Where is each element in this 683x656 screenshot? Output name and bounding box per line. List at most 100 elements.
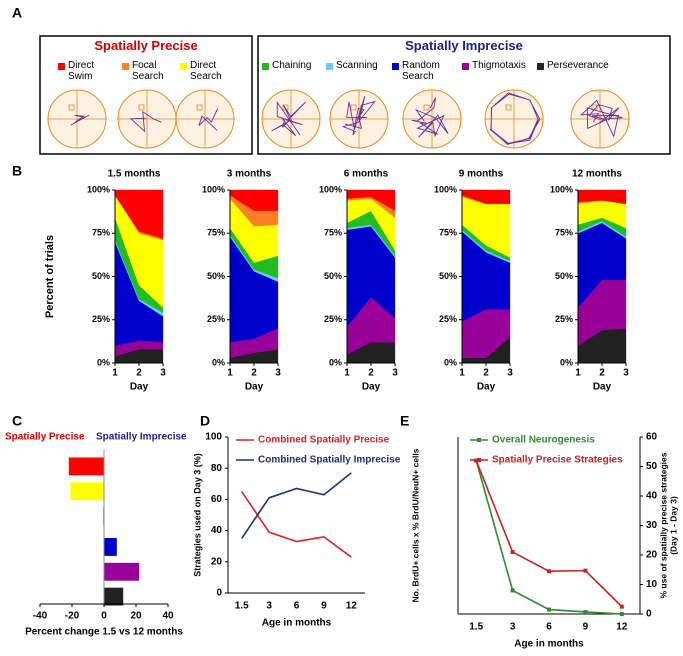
legend-label: Direct Swim — [68, 60, 95, 82]
y-tick-label: 75% — [439, 228, 457, 238]
imprecise-box — [257, 35, 671, 155]
platform — [68, 104, 75, 111]
panel-label: C — [12, 413, 22, 429]
x-tick-label: 2 — [136, 368, 142, 379]
x-tick-label: 3 — [507, 368, 513, 379]
x-tick-label: 2 — [368, 368, 374, 379]
marker — [510, 550, 515, 555]
annotation: Spatially Imprecise — [96, 432, 187, 443]
y2-tick-label: 60 — [646, 432, 658, 443]
platform — [350, 104, 357, 111]
x-tick-label: 1 — [112, 368, 118, 379]
y-tick-label: 75% — [324, 228, 342, 238]
legend-marker — [477, 458, 481, 462]
y2-tick-label: 10 — [646, 579, 658, 590]
swim-path — [489, 92, 541, 145]
y-tick-label: 100% — [87, 184, 110, 194]
legend-swatch — [392, 63, 399, 70]
y-tick-label: 25% — [555, 314, 573, 324]
x-axis-title: Day — [362, 382, 381, 393]
legend-swatch — [262, 63, 269, 70]
y-tick-label: 0% — [329, 357, 342, 367]
x-axis-title: Percent change 1.5 vs 12 months — [25, 627, 183, 638]
y-tick-label: 25% — [92, 314, 110, 324]
x-tick-label: 40 — [162, 611, 174, 622]
line — [241, 491, 352, 558]
x-axis-title: Day — [477, 382, 496, 393]
line — [475, 460, 623, 608]
y-tick-label: 100 — [205, 432, 222, 443]
x-tick-label: 0 — [101, 611, 107, 622]
x-tick-label: 3 — [160, 368, 166, 379]
platform — [505, 104, 512, 111]
platform — [423, 104, 430, 111]
chart-title: 1.5 months — [108, 169, 161, 180]
y-tick-label: 75% — [92, 228, 110, 238]
swim-path — [271, 100, 307, 136]
chart-title: 9 months — [459, 169, 504, 180]
x-tick-label: 1.5 — [469, 622, 483, 633]
group-title: Spatially Imprecise — [405, 38, 523, 53]
swim-path — [198, 108, 219, 131]
legend-label: Thigmotaxis — [472, 60, 526, 71]
annotation: Spatially Precise — [5, 432, 85, 443]
x-axis-title: Age in months — [514, 639, 584, 650]
swim-path — [70, 114, 90, 126]
y-tick-label: 75% — [555, 228, 573, 238]
legend-label: Combined Spatially Precise — [258, 435, 390, 446]
legend-label: Random Search — [402, 60, 440, 82]
panel-label: D — [200, 413, 210, 429]
x-tick-label: 6 — [546, 622, 552, 633]
x-tick-label: 12 — [616, 622, 628, 633]
marker — [547, 607, 551, 612]
x-tick-label: 3 — [392, 368, 398, 379]
y-tick-label: 75% — [207, 228, 225, 238]
x-tick-label: 2 — [599, 368, 605, 379]
y-tick-label: 50% — [555, 271, 573, 281]
legend-swatch — [537, 63, 544, 70]
legend-label: Perseverance — [547, 60, 609, 71]
bar — [68, 457, 104, 476]
legend-swatch — [122, 63, 129, 70]
y-tick-label: 60 — [211, 494, 223, 505]
bar — [104, 562, 140, 581]
x-axis-title: Age in months — [262, 618, 332, 629]
marker — [583, 568, 588, 573]
y2-tick-label: 50 — [646, 461, 658, 472]
legend-label: Chaining — [272, 60, 312, 71]
legend-swatch — [326, 63, 333, 70]
bar — [70, 482, 104, 501]
group-title: Spatially Precise — [94, 38, 198, 53]
legend-swatch — [180, 63, 187, 70]
swim-path — [341, 96, 376, 136]
panel-label: B — [12, 163, 22, 179]
legend-marker — [477, 438, 481, 442]
x-tick-label: 2 — [483, 368, 489, 379]
y-tick-label: 0% — [212, 357, 225, 367]
y2-axis-title: % use of spatially precise strategies — [658, 452, 668, 598]
y-axis-title: Strategies used on Day 3 (%) — [192, 453, 202, 577]
x-tick-label: 1 — [575, 368, 581, 379]
y-tick-label: 50% — [92, 271, 110, 281]
x-tick-label: 3 — [510, 622, 516, 633]
x-tick-label: 1 — [344, 368, 350, 379]
legend-label: Spatially Precise Strategies — [492, 455, 623, 466]
x-tick-label: 3 — [623, 368, 629, 379]
legend-swatch — [462, 63, 469, 70]
panel-label: E — [400, 413, 409, 429]
chart-title: 12 months — [572, 169, 622, 180]
marker — [619, 604, 624, 609]
x-tick-label: 12 — [346, 601, 358, 612]
y-axis-title: No. BrdU+ cells x % BrdU/NeuN+ cells — [410, 448, 420, 602]
platform — [138, 104, 145, 111]
marker — [619, 612, 624, 616]
y-tick-label: 25% — [207, 314, 225, 324]
x-tick-label: 3 — [275, 368, 281, 379]
y2-tick-label: 0 — [646, 609, 652, 620]
line — [241, 472, 352, 539]
y-tick-label: 0 — [216, 588, 222, 599]
x-axis-title: Day — [245, 382, 264, 393]
bar — [104, 537, 117, 556]
